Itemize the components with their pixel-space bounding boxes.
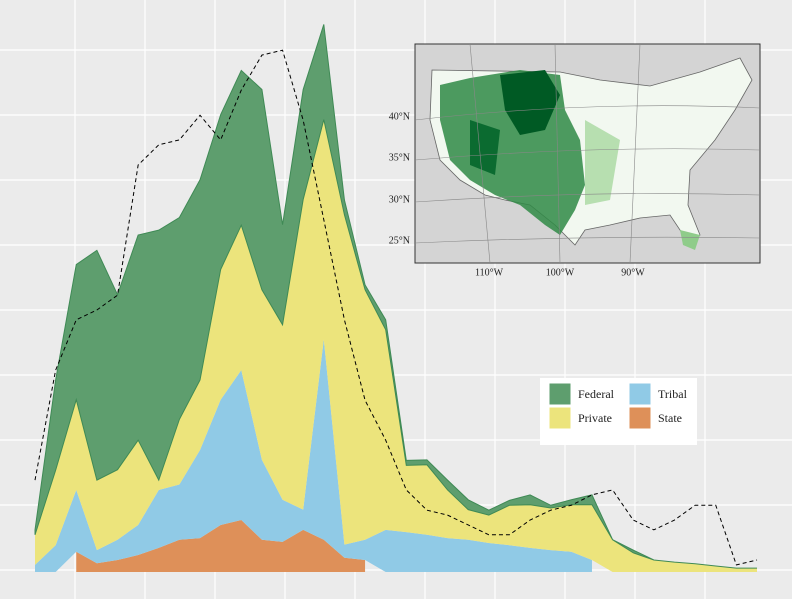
lat-label: 30°N [389,194,410,205]
legend-label: Tribal [658,387,688,401]
map-shading [680,230,700,250]
legend-swatch [628,406,652,430]
lon-label: 100°W [546,267,575,278]
dashed-line [34,49,758,566]
map-shading [585,120,620,205]
legend: Federal Private Tribal State [540,378,697,445]
area [35,119,757,573]
legend-swatch [548,382,572,406]
map-inset: 40°N 35°N 30°N 25°N 110°W 100°W 90°W [389,43,761,278]
area [35,339,592,572]
area [34,24,757,569]
legend-swatch [628,382,652,406]
map-shading [470,120,500,175]
lon-label: 110°W [475,267,504,278]
lat-label: 25°N [389,235,410,246]
legend-label: Private [578,411,612,425]
legend-swatch [548,406,572,430]
lon-label: 90°W [621,267,645,278]
map-shading [500,70,560,135]
lat-label: 35°N [389,152,410,163]
areas [34,24,758,573]
lat-label: 40°N [389,111,410,122]
legend-label: State [658,411,682,425]
graticule [414,43,761,264]
legend-label: Federal [578,387,615,401]
area [76,520,366,572]
